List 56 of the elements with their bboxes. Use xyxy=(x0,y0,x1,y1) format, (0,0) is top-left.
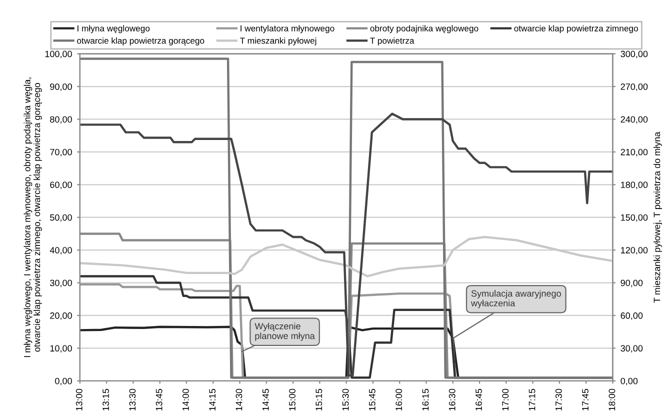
line-series xyxy=(80,112,613,377)
y2-tick-label: 300,00 xyxy=(620,50,648,58)
y-tick-label: 90,00 xyxy=(50,83,72,91)
x-tick-label: 13:45 xyxy=(156,388,162,410)
x-tick-label: 13:15 xyxy=(102,388,109,410)
y-tick-label: 0,00 xyxy=(55,378,72,386)
y-tick-label: 70,00 xyxy=(50,148,72,156)
legend-label: otwarcie klap powietrza gorącego xyxy=(77,37,204,46)
y2-tick-label: 150,00 xyxy=(621,214,648,222)
legend-label: otwarcie klap powietrza zimnego xyxy=(514,25,638,34)
y-tick-label: 100,00 xyxy=(45,50,72,58)
x-tick-label: 16:00 xyxy=(396,388,402,410)
annotation: Wyłączenie planowe młyna xyxy=(254,322,315,341)
y2-axis-title: T mieszanki pyłowej, T powietrza do młyna xyxy=(654,132,662,303)
legend-label: obroty podajnika węglowego xyxy=(370,25,478,34)
x-tick-label: 15:15 xyxy=(316,388,322,410)
x-tick-label: 16:45 xyxy=(476,388,482,410)
x-tick-label: 13:00 xyxy=(76,388,82,410)
y2-tick-label: 30,00 xyxy=(620,345,643,353)
x-tick-label: 14:15 xyxy=(209,388,216,410)
y2-tick-label: 90,00 xyxy=(620,280,643,288)
x-tick-label: 14:45 xyxy=(262,388,269,410)
y2-tick-label: 120,00 xyxy=(621,247,648,254)
y2-tick-label: 210,00 xyxy=(620,148,648,156)
y-tick-label: 20,00 xyxy=(50,312,72,320)
annotation: Symulacja awaryjnego wyłaczenia xyxy=(470,290,561,308)
y-tick-label: 40,00 xyxy=(50,247,72,254)
y-tick-label: 80,00 xyxy=(50,116,72,124)
y2-tick-label: 180,00 xyxy=(621,182,648,190)
x-tick-label: 18:00 xyxy=(608,388,616,410)
y-axis-title: I młyna węglowego, I wentylatora młynowego, obroty podajnika węgla, otwarcie klap powietrza zimnego, otwarcie klap powietrza gorącego xyxy=(24,78,42,358)
y2-tick-label: 240,00 xyxy=(620,116,648,124)
x-tick-label: 14:00 xyxy=(182,388,189,410)
legend-label: T mieszanki pyłowej xyxy=(240,37,316,46)
legend-label: T powietrza xyxy=(370,37,414,46)
x-tick-label: 16:15 xyxy=(422,388,429,410)
x-tick-label: 15:30 xyxy=(342,388,349,410)
line-series xyxy=(80,236,613,278)
y2-tick-label: 60,00 xyxy=(620,312,643,320)
legend-label: I wentylatora młynowego xyxy=(240,25,334,34)
y-tick-label: 30,00 xyxy=(50,280,72,288)
y-tick-label: 50,00 xyxy=(50,214,72,222)
x-tick-label: 13:30 xyxy=(129,388,136,410)
x-tick-label: 16:30 xyxy=(448,388,456,410)
x-tick-label: 14:30 xyxy=(236,388,242,410)
y-tick-label: 60,00 xyxy=(50,182,72,190)
x-tick-label: 17:45 xyxy=(582,388,589,410)
legend-label: I młyna węglowego xyxy=(78,25,150,34)
x-tick-label: 17:15 xyxy=(528,388,536,410)
x-tick-label: 17:00 xyxy=(502,388,509,410)
x-tick-label: 15:00 xyxy=(289,388,296,410)
x-tick-label: 15:45 xyxy=(369,388,376,410)
y2-tick-label: 0,00 xyxy=(620,378,638,386)
y-tick-label: 10,00 xyxy=(50,345,72,353)
y2-tick-label: 270,00 xyxy=(620,83,648,91)
x-tick-label: 17:30 xyxy=(555,388,562,410)
